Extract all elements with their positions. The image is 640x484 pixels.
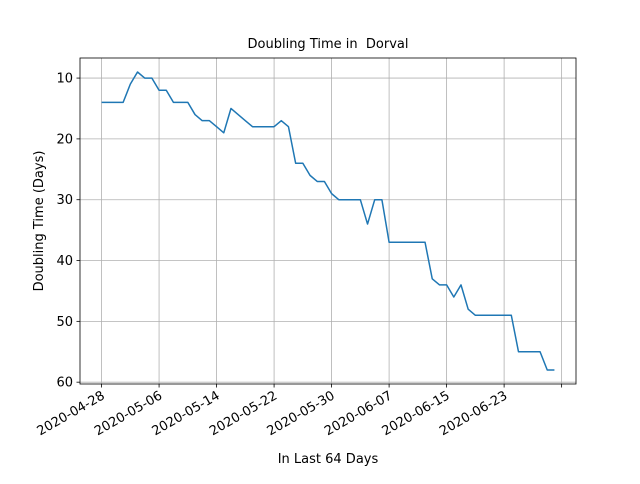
y-tick-label: 40 — [56, 254, 73, 269]
y-tick-label: 60 — [56, 376, 73, 391]
y-tick-label: 30 — [56, 193, 73, 208]
y-tick-label: 50 — [56, 315, 73, 330]
y-tick-label: 20 — [56, 132, 73, 147]
data-line — [101, 71, 555, 371]
x-axis-label: In Last 64 Days — [278, 452, 379, 467]
plot-frame — [79, 57, 577, 385]
y-tick-label: 10 — [56, 72, 73, 87]
y-axis-label: Doubling Time (Days) — [32, 151, 47, 292]
chart-title: Doubling Time in Dorval — [248, 37, 409, 52]
